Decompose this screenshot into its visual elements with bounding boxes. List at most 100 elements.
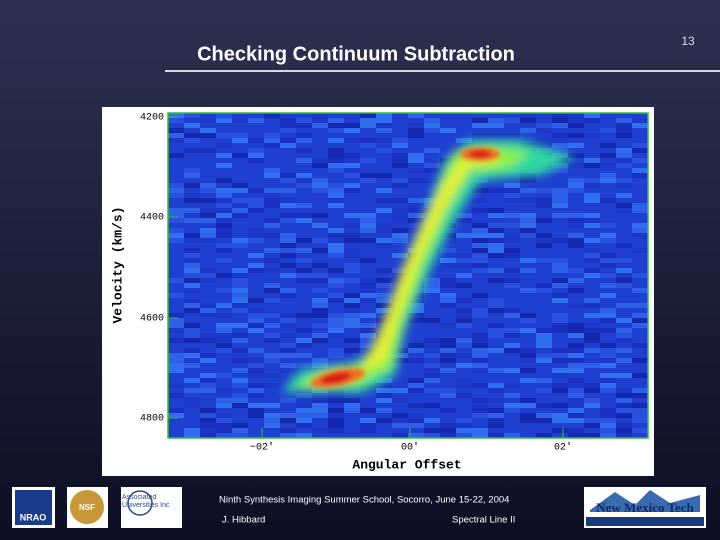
noise-cell — [376, 293, 392, 298]
noise-cell — [392, 398, 408, 403]
noise-cell — [456, 233, 472, 238]
noise-cell — [248, 238, 264, 243]
noise-cell — [184, 263, 200, 268]
noise-cell — [584, 253, 600, 258]
noise-cell — [280, 418, 296, 423]
noise-cell — [184, 218, 200, 223]
noise-cell — [600, 413, 616, 418]
noise-cell — [232, 268, 248, 273]
noise-cell — [536, 378, 552, 383]
noise-cell — [200, 273, 216, 278]
noise-cell — [408, 133, 424, 138]
noise-cell — [600, 428, 616, 433]
noise-cell — [344, 403, 360, 408]
logo-nrao — [15, 490, 52, 525]
noise-cell — [200, 338, 216, 343]
noise-cell — [280, 238, 296, 243]
noise-cell — [168, 323, 184, 328]
noise-cell — [584, 178, 600, 183]
noise-cell — [616, 423, 632, 428]
noise-cell — [232, 378, 248, 383]
noise-cell — [280, 343, 296, 348]
noise-cell — [440, 298, 456, 303]
noise-cell — [472, 353, 488, 358]
noise-cell — [616, 408, 632, 413]
noise-cell — [248, 308, 264, 313]
noise-cell — [408, 168, 424, 173]
noise-cell — [536, 203, 552, 208]
noise-cell — [296, 353, 312, 358]
footer-author: J. Hibbard — [222, 515, 265, 526]
noise-cell — [616, 328, 632, 333]
noise-cell — [216, 258, 232, 263]
noise-cell — [616, 403, 632, 408]
noise-cell — [168, 408, 184, 413]
noise-cell — [184, 113, 200, 118]
noise-cell — [488, 303, 504, 308]
noise-cell — [408, 128, 424, 133]
noise-cell — [264, 173, 280, 178]
noise-cell — [552, 268, 568, 273]
noise-cell — [392, 233, 408, 238]
noise-cell — [184, 348, 200, 353]
noise-cell — [616, 258, 632, 263]
noise-cell — [616, 433, 632, 438]
noise-cell — [392, 183, 408, 188]
noise-cell — [328, 278, 344, 283]
noise-cell — [216, 143, 232, 148]
noise-cell — [632, 413, 648, 418]
noise-cell — [328, 188, 344, 193]
noise-cell — [296, 418, 312, 423]
noise-cell — [312, 223, 328, 228]
noise-cell — [264, 288, 280, 293]
noise-cell — [376, 173, 392, 178]
noise-cell — [168, 118, 184, 123]
noise-cell — [168, 133, 184, 138]
noise-cell — [184, 233, 200, 238]
slide-title: Checking Continuum Subtraction — [197, 43, 515, 65]
noise-cell — [248, 363, 264, 368]
noise-cell — [232, 198, 248, 203]
noise-cell — [472, 263, 488, 268]
noise-cell — [552, 298, 568, 303]
noise-cell — [392, 388, 408, 393]
noise-cell — [424, 418, 440, 423]
noise-cell — [184, 388, 200, 393]
noise-cell — [536, 338, 552, 343]
noise-cell — [168, 393, 184, 398]
noise-cell — [552, 113, 568, 118]
noise-cell — [472, 413, 488, 418]
noise-cell — [168, 293, 184, 298]
noise-cell — [440, 248, 456, 253]
noise-cell — [504, 333, 520, 338]
noise-cell — [328, 323, 344, 328]
noise-cell — [520, 328, 536, 333]
noise-cell — [616, 303, 632, 308]
noise-cell — [568, 408, 584, 413]
noise-cell — [232, 403, 248, 408]
noise-cell — [504, 278, 520, 283]
noise-cell — [184, 363, 200, 368]
noise-cell — [472, 238, 488, 243]
noise-cell — [600, 173, 616, 178]
noise-cell — [632, 168, 648, 173]
noise-cell — [616, 358, 632, 363]
noise-cell — [280, 253, 296, 258]
noise-cell — [200, 148, 216, 153]
noise-cell — [376, 393, 392, 398]
noise-cell — [216, 328, 232, 333]
noise-cell — [232, 308, 248, 313]
noise-cell — [408, 358, 424, 363]
noise-cell — [200, 278, 216, 283]
noise-cell — [168, 278, 184, 283]
x-tick-label: −02' — [250, 442, 274, 454]
noise-cell — [344, 323, 360, 328]
noise-cell — [392, 213, 408, 218]
noise-cell — [616, 118, 632, 123]
noise-cell — [392, 163, 408, 168]
noise-cell — [200, 333, 216, 338]
noise-cell — [344, 168, 360, 173]
noise-cell — [536, 233, 552, 238]
noise-cell — [488, 433, 504, 438]
noise-cell — [584, 433, 600, 438]
